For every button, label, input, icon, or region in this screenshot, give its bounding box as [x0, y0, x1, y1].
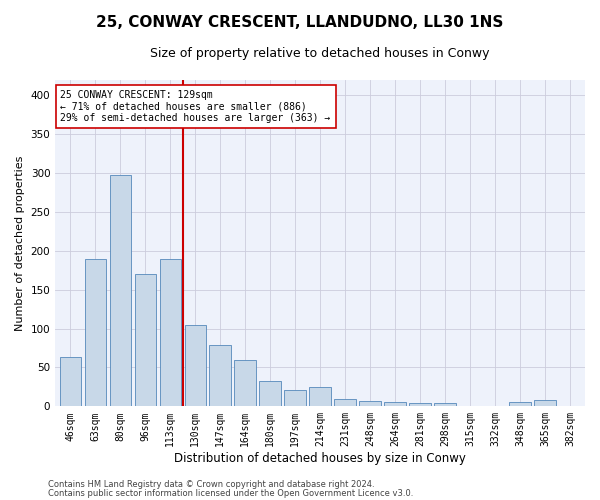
Bar	[535, 400, 556, 406]
Bar	[185, 326, 206, 406]
Bar	[134, 274, 156, 406]
Bar	[310, 387, 331, 406]
Bar	[160, 258, 181, 406]
Bar	[385, 402, 406, 406]
Y-axis label: Number of detached properties: Number of detached properties	[15, 156, 25, 330]
Bar	[59, 358, 81, 406]
Bar	[235, 360, 256, 406]
Text: 25 CONWAY CRESCENT: 129sqm
← 71% of detached houses are smaller (886)
29% of sem: 25 CONWAY CRESCENT: 129sqm ← 71% of deta…	[61, 90, 331, 122]
Bar	[409, 403, 431, 406]
Bar	[284, 390, 306, 406]
Bar	[334, 400, 356, 406]
Bar	[259, 382, 281, 406]
Title: Size of property relative to detached houses in Conwy: Size of property relative to detached ho…	[151, 48, 490, 60]
Bar	[85, 258, 106, 406]
X-axis label: Distribution of detached houses by size in Conwy: Distribution of detached houses by size …	[174, 452, 466, 465]
Text: Contains public sector information licensed under the Open Government Licence v3: Contains public sector information licen…	[48, 488, 413, 498]
Bar	[110, 176, 131, 406]
Bar	[509, 402, 530, 406]
Bar	[434, 403, 455, 406]
Text: Contains HM Land Registry data © Crown copyright and database right 2024.: Contains HM Land Registry data © Crown c…	[48, 480, 374, 489]
Bar	[359, 401, 380, 406]
Text: 25, CONWAY CRESCENT, LLANDUDNO, LL30 1NS: 25, CONWAY CRESCENT, LLANDUDNO, LL30 1NS	[97, 15, 503, 30]
Bar	[209, 345, 231, 406]
